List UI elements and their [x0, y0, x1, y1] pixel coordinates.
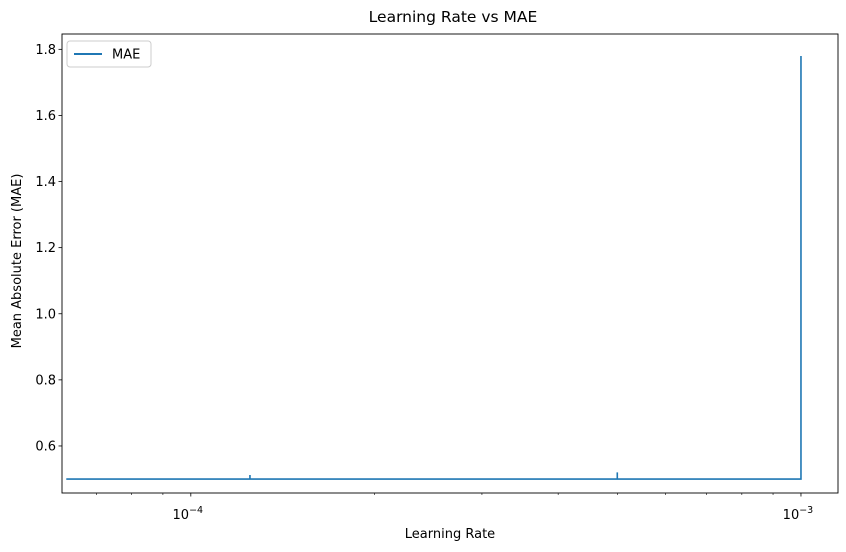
y-tick-label: 0.8 [35, 373, 56, 388]
y-tick-label: 1.6 [35, 109, 56, 124]
chart-title: Learning Rate vs MAE [369, 8, 538, 26]
x-tick-label: 10−3 [783, 505, 814, 523]
y-tick-label: 1.2 [35, 241, 56, 256]
y-tick-label: 1.0 [35, 307, 56, 322]
legend-box [66, 40, 152, 68]
legend-label-mae: MAE [112, 48, 140, 63]
x-axis-label: Learning Rate [405, 527, 495, 542]
axis-ticks: 0.6 0.8 1.0 1.2 1.4 1.6 1.8 10−4 10−3 [35, 43, 813, 523]
plot-frame [61, 33, 839, 494]
y-tick-label: 1.4 [35, 175, 56, 190]
y-tick-label: 1.8 [35, 43, 56, 58]
legend: MAE [66, 40, 152, 68]
y-tick-label: 0.6 [35, 439, 56, 454]
y-axis-label: Mean Absolute Error (MAE) [10, 174, 25, 349]
x-tick-label: 10−4 [173, 505, 204, 523]
series-line-mae [66, 55, 802, 480]
series-layer [66, 55, 802, 480]
